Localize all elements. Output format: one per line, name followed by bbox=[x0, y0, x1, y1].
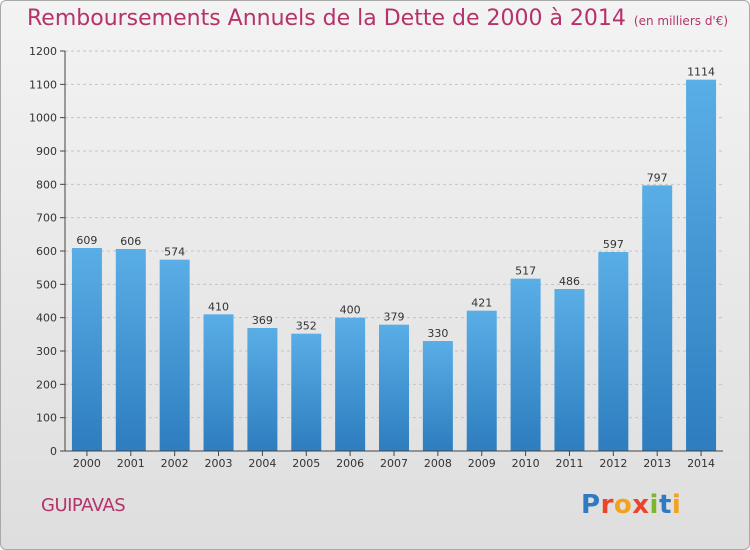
logo-letter: x bbox=[632, 490, 650, 520]
data-label: 400 bbox=[340, 304, 361, 317]
bar bbox=[510, 278, 541, 451]
data-label: 379 bbox=[384, 311, 405, 324]
y-tick-label: 700 bbox=[36, 212, 57, 225]
chart-title-text: Remboursements Annuels de la Dette de 20… bbox=[27, 6, 626, 31]
y-tick-label: 1100 bbox=[29, 78, 57, 91]
x-tick-label: 2005 bbox=[292, 457, 320, 470]
bar bbox=[466, 310, 497, 451]
x-tick-label: 2002 bbox=[161, 457, 189, 470]
chart-title: Remboursements Annuels de la Dette de 20… bbox=[27, 6, 728, 31]
bar bbox=[642, 185, 673, 452]
data-label: 421 bbox=[471, 297, 492, 310]
data-label: 1114 bbox=[687, 66, 715, 79]
bar bbox=[379, 324, 409, 451]
data-label: 574 bbox=[164, 246, 185, 259]
bar bbox=[422, 341, 453, 451]
y-tick-label: 900 bbox=[36, 145, 57, 158]
y-tick-label: 600 bbox=[36, 245, 57, 258]
data-label: 352 bbox=[296, 320, 317, 333]
x-tick-label: 2001 bbox=[117, 457, 145, 470]
data-label: 369 bbox=[252, 314, 273, 327]
bar bbox=[159, 259, 190, 451]
x-tick-label: 2006 bbox=[336, 457, 364, 470]
bar bbox=[554, 289, 585, 451]
y-tick-label: 500 bbox=[36, 278, 57, 291]
commune-name: GUIPAVAS bbox=[41, 495, 126, 516]
y-tick-label: 400 bbox=[36, 312, 57, 325]
y-tick-label: 1000 bbox=[29, 112, 57, 125]
x-tick-label: 2012 bbox=[599, 457, 627, 470]
logo-letter: P bbox=[581, 490, 601, 520]
logo-letter: r bbox=[600, 490, 614, 520]
x-tick-label: 2014 bbox=[687, 457, 715, 470]
data-label: 486 bbox=[559, 275, 580, 288]
logo-letter: o bbox=[613, 490, 633, 520]
bar bbox=[203, 314, 234, 451]
bar bbox=[71, 248, 102, 451]
bar bbox=[335, 317, 366, 451]
y-tick-label: 200 bbox=[36, 378, 57, 391]
x-tick-label: 2008 bbox=[424, 457, 452, 470]
x-tick-label: 2007 bbox=[380, 457, 408, 470]
data-label: 797 bbox=[647, 171, 668, 184]
data-label: 597 bbox=[603, 238, 624, 251]
logo-letter: t bbox=[658, 490, 672, 520]
x-tick-label: 2013 bbox=[643, 457, 671, 470]
bar bbox=[247, 328, 278, 451]
x-tick-label: 2011 bbox=[555, 457, 583, 470]
data-label: 606 bbox=[120, 235, 141, 248]
x-tick-label: 2009 bbox=[468, 457, 496, 470]
data-label: 330 bbox=[427, 327, 448, 340]
logo-letter: i bbox=[671, 490, 682, 520]
bar bbox=[686, 79, 717, 452]
y-tick-label: 0 bbox=[50, 445, 57, 458]
y-tick-label: 1200 bbox=[29, 45, 57, 58]
data-label: 410 bbox=[208, 300, 229, 313]
bar bbox=[291, 333, 322, 451]
y-tick-label: 300 bbox=[36, 345, 57, 358]
x-tick-label: 2010 bbox=[512, 457, 540, 470]
chart-unit: (en milliers d'€) bbox=[633, 14, 729, 28]
x-tick-label: 2004 bbox=[248, 457, 276, 470]
data-label: 517 bbox=[515, 265, 536, 278]
x-tick-label: 2003 bbox=[205, 457, 233, 470]
bar bbox=[115, 249, 146, 451]
data-label: 609 bbox=[76, 234, 97, 247]
y-tick-label: 800 bbox=[36, 178, 57, 191]
proxiti-logo: Proxiti bbox=[581, 490, 681, 520]
bar bbox=[598, 252, 629, 451]
y-tick-label: 100 bbox=[36, 412, 57, 425]
x-tick-label: 2000 bbox=[73, 457, 101, 470]
logo-letter: i bbox=[649, 490, 659, 520]
